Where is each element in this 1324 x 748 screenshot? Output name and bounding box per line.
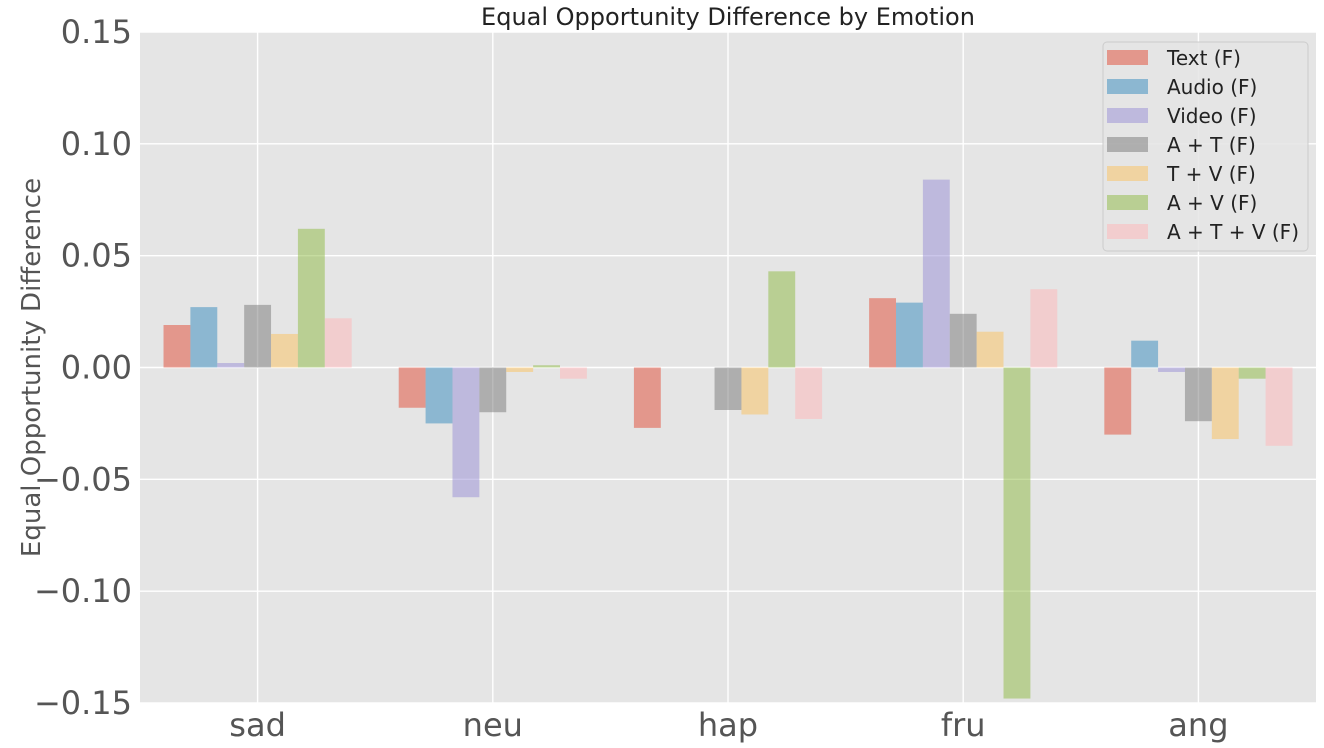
legend: Text (F) Audio (F) Video (F) A + T (F) T + V… bbox=[1102, 41, 1309, 252]
bar-fru-series-1 bbox=[896, 302, 923, 368]
bar-neu-series-5 bbox=[533, 365, 560, 368]
bar-neu-series-4 bbox=[506, 367, 534, 372]
bar-hap-series-3 bbox=[714, 367, 742, 410]
bar-ang-series-1 bbox=[1131, 340, 1159, 368]
bar-ang-series-3 bbox=[1184, 367, 1212, 422]
bar-fru-series-4 bbox=[976, 331, 1004, 368]
bar-ang-series-6 bbox=[1265, 367, 1293, 446]
y-tick-label: 0.10 bbox=[61, 125, 132, 163]
legend-swatch-2 bbox=[1107, 108, 1148, 123]
legend-label-0: Text (F) bbox=[1166, 46, 1241, 70]
legend-label-5: A + V (F) bbox=[1167, 191, 1257, 215]
x-tick-label-hap: hap bbox=[698, 706, 758, 744]
legend-swatch-6 bbox=[1107, 224, 1148, 239]
bar-fru-series-3 bbox=[949, 313, 977, 368]
bar-neu-series-2 bbox=[452, 367, 480, 498]
bar-sad-series-0 bbox=[163, 325, 191, 368]
legend-label-1: Audio (F) bbox=[1167, 75, 1257, 99]
bar-hap-series-0 bbox=[633, 367, 661, 428]
bar-fru-series-2 bbox=[922, 179, 950, 368]
y-tick-label: −0.05 bbox=[34, 460, 132, 498]
x-axis-ticks: sad neu hap fru ang bbox=[229, 706, 1228, 744]
legend-swatch-1 bbox=[1107, 79, 1148, 94]
legend-swatch-0 bbox=[1107, 50, 1148, 65]
legend-label-6: A + T + V (F) bbox=[1167, 220, 1299, 244]
bar-hap-series-6 bbox=[795, 367, 823, 419]
bar-ang-series-0 bbox=[1104, 367, 1132, 435]
x-tick-label-ang: ang bbox=[1168, 706, 1228, 744]
x-tick-label-sad: sad bbox=[229, 706, 286, 744]
bar-fru-series-5 bbox=[1003, 367, 1031, 699]
bars bbox=[163, 179, 1293, 699]
x-tick-label-neu: neu bbox=[463, 706, 523, 744]
bar-sad-series-2 bbox=[217, 363, 245, 368]
bar-sad-series-5 bbox=[297, 228, 325, 368]
bar-ang-series-4 bbox=[1211, 367, 1239, 440]
legend-swatch-5 bbox=[1107, 195, 1148, 210]
legend-label-4: T + V (F) bbox=[1166, 162, 1256, 186]
x-tick-label-fru: fru bbox=[941, 706, 986, 744]
bar-fru-series-6 bbox=[1030, 289, 1058, 368]
chart-title: Equal Opportunity Difference by Emotion bbox=[481, 3, 975, 31]
bar-neu-series-6 bbox=[560, 367, 587, 379]
legend-frame bbox=[1102, 41, 1309, 252]
y-axis-ticks: 0.15 0.10 0.05 0.00 −0.05 −0.10 −0.15 bbox=[34, 13, 132, 722]
bar-hap-series-4 bbox=[741, 367, 769, 415]
y-tick-label: 0.15 bbox=[61, 13, 132, 51]
legend-label-2: Video (F) bbox=[1167, 104, 1257, 128]
bar-fru-series-0 bbox=[869, 298, 896, 368]
bar-sad-series-3 bbox=[244, 304, 272, 368]
bar-hap-series-5 bbox=[768, 271, 796, 368]
bar-neu-series-3 bbox=[479, 367, 507, 413]
bar-sad-series-6 bbox=[324, 318, 352, 368]
legend-swatch-4 bbox=[1107, 166, 1148, 181]
y-tick-label: 0.05 bbox=[61, 237, 132, 275]
y-tick-label: −0.10 bbox=[34, 572, 132, 610]
legend-label-3: A + T (F) bbox=[1167, 133, 1256, 157]
bar-ang-series-2 bbox=[1158, 367, 1185, 372]
legend-swatch-3 bbox=[1107, 137, 1148, 152]
bar-sad-series-1 bbox=[190, 307, 218, 368]
bar-neu-series-1 bbox=[425, 367, 453, 424]
y-tick-label: −0.15 bbox=[34, 684, 132, 722]
bar-neu-series-0 bbox=[398, 367, 426, 408]
y-tick-label: 0.00 bbox=[61, 349, 132, 387]
bar-ang-series-5 bbox=[1238, 367, 1266, 379]
bar-sad-series-4 bbox=[271, 333, 298, 368]
y-axis-label: Equal Opportunity Difference bbox=[17, 178, 47, 557]
